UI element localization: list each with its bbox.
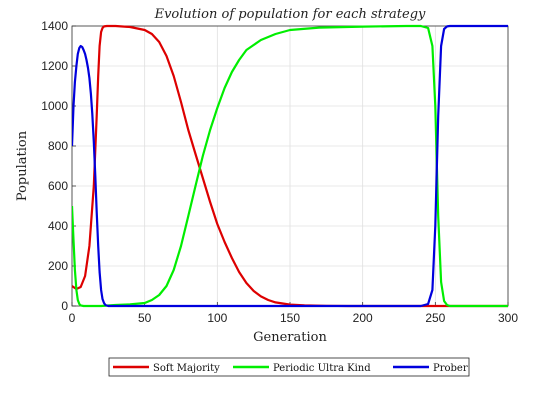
- x-tick-label: 100: [207, 311, 227, 325]
- x-tick-label: 300: [498, 311, 518, 325]
- x-tick-label: 250: [425, 311, 445, 325]
- x-tick-label: 0: [69, 311, 76, 325]
- y-tick-label: 600: [48, 179, 68, 193]
- chart-title: Evolution of population for each strateg…: [154, 7, 426, 22]
- legend: Soft Majority Periodic Ultra Kind Prober: [109, 358, 469, 376]
- x-axis-label: Generation: [253, 330, 327, 345]
- y-tick-label: 1400: [41, 19, 68, 33]
- y-tick-label: 0: [61, 299, 68, 313]
- legend-label-1: Soft Majority: [153, 363, 220, 374]
- legend-label-3: Prober: [433, 363, 468, 374]
- x-tick-label: 150: [280, 311, 300, 325]
- y-tick-label: 800: [48, 139, 68, 153]
- y-tick-label: 200: [48, 259, 68, 273]
- y-tick-label: 400: [48, 219, 68, 233]
- x-tick-label: 50: [138, 311, 152, 325]
- legend-label-2: Periodic Ultra Kind: [273, 363, 371, 374]
- x-tick-label: 200: [353, 311, 373, 325]
- y-tick-label: 1000: [41, 99, 68, 113]
- y-tick-label: 1200: [41, 59, 68, 73]
- y-axis-label: Population: [15, 130, 30, 201]
